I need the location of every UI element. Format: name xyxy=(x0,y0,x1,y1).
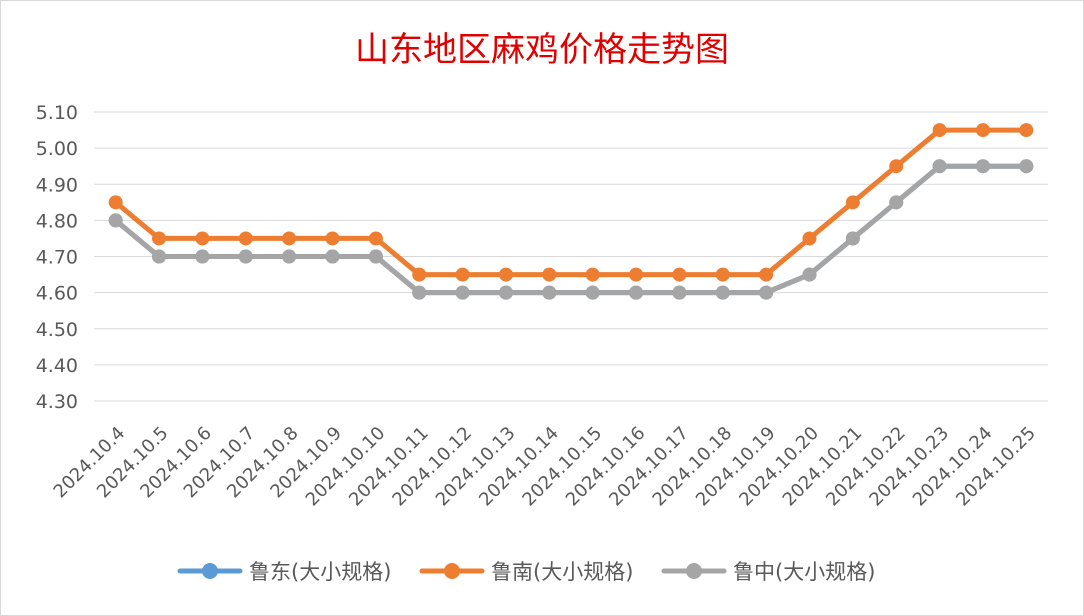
data-point-2-2 xyxy=(195,249,210,264)
series-1 xyxy=(108,123,1034,282)
legend-item-2: 鲁中(大小规格) xyxy=(661,560,875,584)
data-point-2-3 xyxy=(238,249,253,264)
data-point-2-13 xyxy=(672,285,687,300)
data-point-1-4 xyxy=(282,231,297,246)
chart-title: 山东地区麻鸡价格走势图 xyxy=(355,30,729,70)
series-0 xyxy=(108,159,1034,300)
y-tick-label-7: 5.00 xyxy=(36,138,78,160)
data-point-2-20 xyxy=(975,159,990,174)
data-point-2-0 xyxy=(108,213,123,228)
y-tick-label-1: 4.40 xyxy=(36,355,78,377)
data-point-2-18 xyxy=(889,195,904,210)
data-point-1-12 xyxy=(629,267,644,282)
data-point-2-6 xyxy=(368,249,383,264)
data-point-1-3 xyxy=(238,231,253,246)
data-point-2-19 xyxy=(932,159,947,174)
y-axis: 4.30 4.40 4.50 4.60 4.70 4.80 4.90 5.00 5.10 xyxy=(36,102,78,413)
data-point-1-16 xyxy=(802,231,817,246)
legend: 鲁东(大小规格) 鲁南(大小规格) 鲁中(大小规格) xyxy=(177,560,875,584)
data-point-1-8 xyxy=(455,267,470,282)
data-point-1-9 xyxy=(498,267,513,282)
data-point-2-8 xyxy=(455,285,470,300)
data-point-1-18 xyxy=(889,159,904,174)
data-point-2-12 xyxy=(629,285,644,300)
data-point-1-20 xyxy=(975,123,990,138)
legend-label-2: 鲁中(大小规格) xyxy=(733,560,875,584)
data-point-2-1 xyxy=(152,249,167,264)
data-point-1-11 xyxy=(585,267,600,282)
data-point-1-14 xyxy=(715,267,730,282)
y-tick-label-0: 4.30 xyxy=(36,391,78,413)
series-2 xyxy=(108,159,1034,300)
data-point-1-6 xyxy=(368,231,383,246)
y-tick-label-2: 4.50 xyxy=(36,319,78,341)
legend-marker-2 xyxy=(686,563,702,579)
series-line-2 xyxy=(113,163,1029,296)
legend-item-0: 鲁东(大小规格) xyxy=(177,560,391,584)
x-axis: 2024.10.42024.10.52024.10.62024.10.72024… xyxy=(50,423,1040,511)
data-point-1-1 xyxy=(152,231,167,246)
data-point-1-17 xyxy=(845,195,860,210)
data-point-2-4 xyxy=(282,249,297,264)
series-layer xyxy=(108,123,1034,300)
y-tick-label-4: 4.70 xyxy=(36,247,78,269)
legend-label-0: 鲁东(大小规格) xyxy=(249,560,391,584)
data-point-1-13 xyxy=(672,267,687,282)
data-point-2-17 xyxy=(845,231,860,246)
legend-item-1: 鲁南(大小规格) xyxy=(419,560,633,584)
data-point-2-16 xyxy=(802,267,817,282)
data-point-1-21 xyxy=(1019,123,1034,138)
y-tick-label-5: 4.80 xyxy=(36,210,78,232)
data-point-1-15 xyxy=(759,267,774,282)
data-point-2-14 xyxy=(715,285,730,300)
y-tick-label-6: 4.90 xyxy=(36,174,78,196)
data-point-1-0 xyxy=(108,195,123,210)
data-point-1-7 xyxy=(412,267,427,282)
series-line-1 xyxy=(113,127,1029,278)
gridlines xyxy=(94,111,1048,402)
legend-marker-1 xyxy=(444,563,460,579)
data-point-1-2 xyxy=(195,231,210,246)
data-point-2-11 xyxy=(585,285,600,300)
data-point-2-10 xyxy=(542,285,557,300)
data-point-1-10 xyxy=(542,267,557,282)
data-point-2-21 xyxy=(1019,159,1034,174)
data-point-2-5 xyxy=(325,249,340,264)
data-point-2-9 xyxy=(498,285,513,300)
legend-marker-0 xyxy=(202,563,218,579)
data-point-1-19 xyxy=(932,123,947,138)
data-point-2-7 xyxy=(412,285,427,300)
y-tick-label-8: 5.10 xyxy=(36,102,78,124)
y-tick-label-3: 4.60 xyxy=(36,283,78,305)
data-point-1-5 xyxy=(325,231,340,246)
data-point-2-15 xyxy=(759,285,774,300)
legend-label-1: 鲁南(大小规格) xyxy=(491,560,633,584)
